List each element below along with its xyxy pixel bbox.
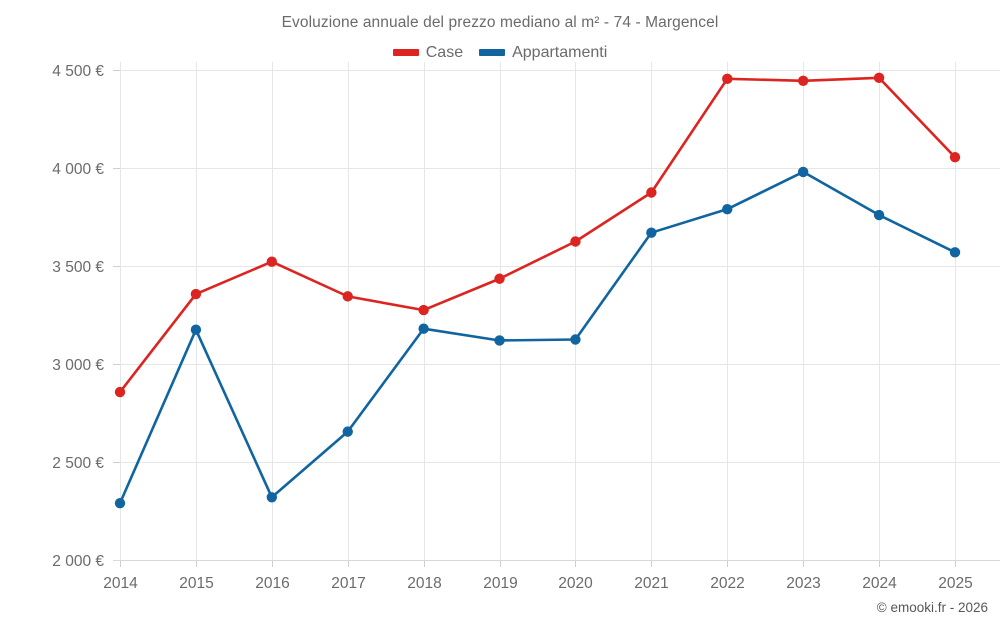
- y-tick-label: 3 500 €: [52, 259, 104, 276]
- data-point[interactable]: [646, 187, 657, 198]
- data-point[interactable]: [418, 304, 429, 316]
- x-tick-label: 2024: [862, 575, 897, 592]
- y-tick-label: 4 000 €: [52, 161, 104, 178]
- x-tick-label: 2016: [255, 575, 289, 592]
- legend-label-case: Case: [425, 44, 464, 61]
- data-point[interactable]: [873, 72, 885, 84]
- data-point[interactable]: [570, 236, 581, 247]
- data-point[interactable]: [114, 497, 126, 509]
- y-tick-label: 2 000 €: [52, 553, 104, 570]
- y-tick-label: 3 000 €: [52, 357, 104, 374]
- data-point[interactable]: [494, 335, 505, 346]
- y-axis-labels: 2 000 € 2 500 € 3 000 € 3 500 € 4 000 € 4 500…: [52, 63, 104, 570]
- x-tick-label: 2014: [103, 575, 138, 592]
- y-tick-label: 4 500 €: [52, 63, 104, 80]
- legend-item-case[interactable]: Case: [392, 44, 464, 61]
- series-layer: [114, 72, 961, 509]
- x-tick-label: 2019: [483, 575, 517, 592]
- data-point[interactable]: [797, 166, 809, 178]
- series-line-case: [118, 76, 957, 394]
- data-point[interactable]: [342, 426, 353, 437]
- data-point[interactable]: [266, 256, 278, 267]
- x-tick-label: 2018: [407, 575, 441, 592]
- legend-color-swatch-case: [392, 48, 419, 56]
- x-tick-label: 2023: [786, 575, 820, 592]
- chart-credit: © emooki.fr - 2026: [876, 600, 988, 615]
- data-point[interactable]: [418, 323, 429, 334]
- legend-item-appartamenti[interactable]: Appartamenti: [479, 44, 608, 61]
- data-point[interactable]: [342, 291, 353, 302]
- axis-layer: [113, 70, 1000, 567]
- x-tick-label: 2022: [710, 575, 744, 592]
- x-tick-label: 2020: [558, 575, 593, 592]
- data-point[interactable]: [949, 247, 961, 258]
- x-tick-label: 2025: [938, 575, 972, 592]
- data-point[interactable]: [570, 334, 581, 345]
- data-point[interactable]: [949, 152, 961, 163]
- legend-color-swatch-appartamenti: [479, 48, 506, 56]
- data-point[interactable]: [873, 209, 885, 221]
- chart-legend: Case Appartamenti: [0, 44, 1000, 61]
- data-point[interactable]: [646, 227, 657, 238]
- data-point[interactable]: [114, 386, 126, 398]
- data-point[interactable]: [190, 324, 202, 335]
- data-point[interactable]: [797, 75, 809, 86]
- grid-layer: [120, 62, 1000, 561]
- y-tick-label: 2 500 €: [52, 455, 104, 472]
- legend-label-appartamenti: Appartamenti: [512, 44, 608, 61]
- data-point[interactable]: [266, 492, 278, 503]
- data-point[interactable]: [722, 203, 733, 215]
- chart-title: Evoluzione annuale del prezzo mediano al…: [281, 14, 719, 31]
- data-point[interactable]: [722, 73, 733, 85]
- series-line-appartamenti: [118, 170, 957, 505]
- data-point[interactable]: [190, 288, 202, 300]
- data-point[interactable]: [494, 273, 505, 284]
- x-tick-label: 2021: [634, 575, 668, 592]
- x-tick-label: 2017: [331, 575, 365, 592]
- x-tick-label: 2015: [179, 575, 213, 592]
- x-axis-labels: 2014 2015 2016 2017 2018 2019 2020 2021 2022 2023…: [103, 575, 972, 592]
